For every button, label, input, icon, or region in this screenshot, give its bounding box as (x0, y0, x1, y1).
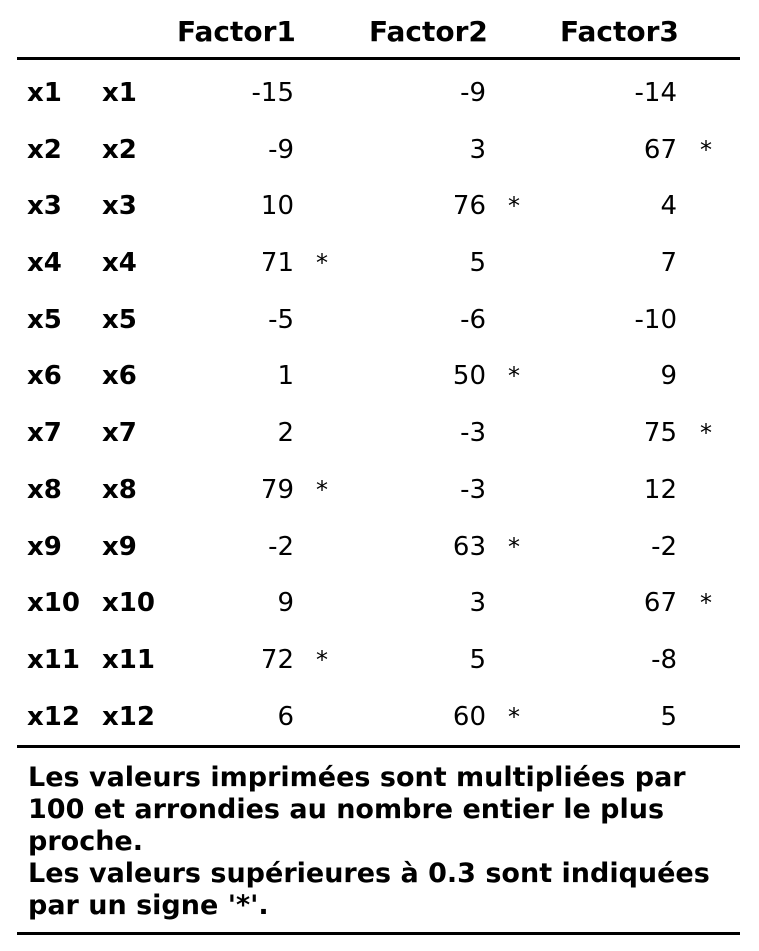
loading-value-factor1: 1 (277, 361, 294, 392)
row-label: x12 (27, 701, 80, 732)
table-row: x4 x4 71 * 5 7 (17, 235, 740, 292)
row-variable-name: x1 (102, 78, 137, 108)
table-row: x11 x11 72 * 5 -8 (17, 632, 740, 689)
loading-value-factor2: 76 (452, 191, 486, 222)
significance-marker-factor1: * (316, 645, 328, 674)
table-notes: Les valeurs imprimées sont multipliées p… (17, 748, 740, 932)
row-variable-name: x11 (102, 644, 155, 675)
loading-value-factor1: 71 (260, 248, 294, 279)
significance-marker-factor1: * (316, 249, 328, 278)
row-variable-name: x3 (102, 191, 137, 222)
loading-value-factor2: 60 (452, 701, 486, 732)
column-header-factor1: Factor1 (177, 15, 296, 48)
table-header: Factor1 Factor2 Factor3 (17, 10, 740, 57)
column-header-factor2: Factor2 (369, 15, 488, 48)
row-label: x9 (27, 531, 62, 562)
significance-marker-factor1: * (316, 475, 328, 504)
loading-value-factor3: -10 (634, 304, 677, 335)
loading-value-factor3: 5 (660, 701, 677, 732)
top-rule (17, 57, 740, 60)
row-variable-name: x4 (102, 248, 137, 279)
row-variable-name: x5 (102, 304, 137, 335)
note-threshold: Les valeurs supérieures à 0.3 sont indiq… (28, 858, 710, 922)
loading-value-factor2: 5 (469, 644, 486, 675)
loading-value-factor1: -2 (268, 531, 294, 562)
column-header-factor3: Factor3 (560, 15, 679, 48)
loading-value-factor1: 10 (260, 191, 294, 222)
table-row: x7 x7 2 -3 75 * (17, 405, 740, 462)
row-label: x2 (27, 134, 62, 165)
middle-rule (17, 745, 740, 749)
row-variable-name: x10 (102, 588, 155, 619)
significance-marker-factor2: * (508, 532, 520, 561)
significance-marker-factor2: * (508, 192, 520, 221)
row-variable-name: x7 (102, 418, 137, 449)
row-label: x10 (27, 588, 80, 619)
loading-value-factor1: -9 (268, 134, 294, 165)
table-row: x12 x12 6 60 * 5 (17, 689, 740, 746)
loading-value-factor2: -6 (460, 304, 486, 335)
loading-value-factor1: -5 (268, 304, 294, 335)
note-scaling: Les valeurs imprimées sont multipliées p… (28, 762, 686, 858)
loading-value-factor2: -3 (460, 474, 486, 505)
loading-value-factor3: 7 (660, 248, 677, 279)
row-label: x4 (27, 248, 62, 279)
table-row: x3 x3 10 76 * 4 (17, 178, 740, 235)
loading-value-factor1: 2 (277, 418, 294, 449)
loading-value-factor1: 6 (277, 701, 294, 732)
loading-value-factor2: 3 (469, 588, 486, 619)
row-variable-name: x9 (102, 531, 137, 562)
loadings-table: Factor1 Factor2 Factor3 x1 x1 -15 -9 -14 x2 x2… (17, 10, 740, 936)
significance-marker-factor2: * (508, 362, 520, 391)
loading-value-factor2: 50 (452, 361, 486, 392)
table-body: x1 x1 -15 -9 -14 x2 x2 -9 3 67 * x3 x3 10 76 * 4 x4 x4 71 * 5… (17, 60, 740, 745)
bottom-rule (17, 932, 740, 936)
significance-marker-factor3: * (700, 589, 712, 618)
row-variable-name: x2 (102, 134, 137, 165)
loading-value-factor3: 67 (643, 588, 677, 619)
significance-marker-factor2: * (508, 702, 520, 731)
table-row: x9 x9 -2 63 * -2 (17, 519, 740, 576)
table-row: x1 x1 -15 -9 -14 (17, 65, 740, 122)
table-row: x10 x10 9 3 67 * (17, 575, 740, 632)
row-variable-name: x8 (102, 474, 137, 505)
loading-value-factor3: -2 (651, 531, 677, 562)
row-label: x7 (27, 418, 62, 449)
row-label: x1 (27, 78, 62, 108)
loading-value-factor1: 9 (277, 588, 294, 619)
loading-value-factor2: 3 (469, 134, 486, 165)
row-variable-name: x12 (102, 701, 155, 732)
loading-value-factor3: 67 (643, 134, 677, 165)
loading-value-factor2: -3 (460, 418, 486, 449)
loading-value-factor1: -15 (251, 78, 294, 108)
significance-marker-factor3: * (700, 135, 712, 164)
loading-value-factor3: -8 (651, 644, 677, 675)
loading-value-factor2: 5 (469, 248, 486, 279)
loading-value-factor3: 12 (643, 474, 677, 505)
loading-value-factor2: -9 (460, 78, 486, 108)
row-variable-name: x6 (102, 361, 137, 392)
row-label: x6 (27, 361, 62, 392)
table-row: x8 x8 79 * -3 12 (17, 462, 740, 519)
loading-value-factor2: 63 (452, 531, 486, 562)
loading-value-factor1: 79 (260, 474, 294, 505)
loading-value-factor3: -14 (634, 78, 677, 108)
row-label: x3 (27, 191, 62, 222)
row-label: x8 (27, 474, 62, 505)
loading-value-factor3: 9 (660, 361, 677, 392)
loading-value-factor1: 72 (260, 644, 294, 675)
row-label: x5 (27, 304, 62, 335)
row-label: x11 (27, 644, 80, 675)
table-row: x5 x5 -5 -6 -10 (17, 292, 740, 349)
loading-value-factor3: 75 (643, 418, 677, 449)
table-row: x6 x6 1 50 * 9 (17, 348, 740, 405)
table-row: x2 x2 -9 3 67 * (17, 122, 740, 179)
loading-value-factor3: 4 (660, 191, 677, 222)
significance-marker-factor3: * (700, 419, 712, 448)
